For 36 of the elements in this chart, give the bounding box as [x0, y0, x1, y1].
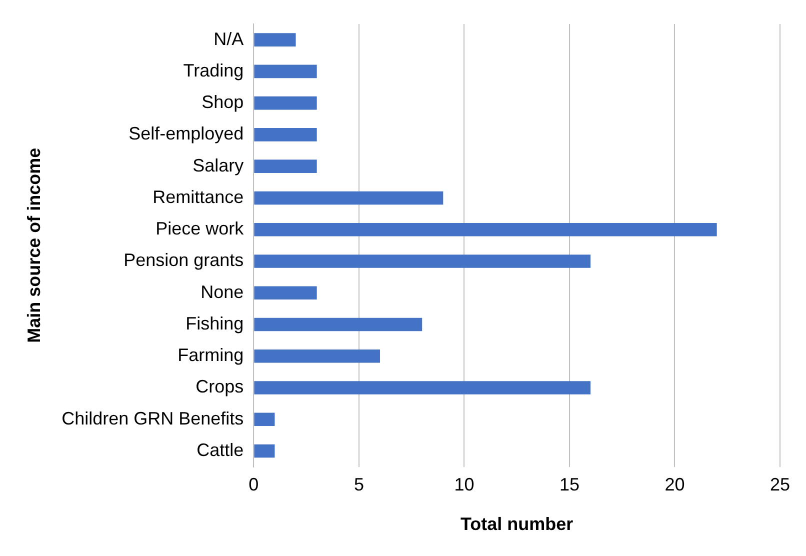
- y-tick-label: Salary: [192, 155, 244, 176]
- y-tick-label: Fishing: [186, 313, 244, 334]
- bar: [254, 222, 717, 236]
- y-tick-label: Cattle: [196, 440, 244, 460]
- y-tick-label: Pension grants: [124, 250, 244, 270]
- x-tick-label: 20: [664, 474, 685, 495]
- bar: [254, 96, 317, 110]
- bar: [254, 64, 317, 78]
- x-tick-label: 10: [454, 474, 474, 495]
- y-tick-label: Trading: [183, 60, 244, 80]
- bar: [254, 128, 317, 142]
- bar: [254, 160, 317, 173]
- x-tick-label: 5: [354, 474, 364, 495]
- x-tick-label: 15: [559, 474, 580, 495]
- x-axis-title: Total number: [460, 514, 574, 534]
- y-tick-label: N/A: [214, 28, 244, 49]
- x-tick-label: 25: [770, 474, 790, 495]
- bar: [254, 254, 591, 268]
- bar: [254, 412, 275, 426]
- bar: [254, 286, 317, 300]
- y-tick-label: Children GRN Benefits: [62, 408, 244, 428]
- y-tick-label: Remittance: [152, 186, 244, 207]
- y-axis-title: Main source of income: [24, 148, 44, 343]
- y-tick-label: Crops: [196, 376, 244, 397]
- y-tick-label: Self-employed: [128, 124, 244, 144]
- y-tick-label: None: [200, 282, 244, 302]
- bar: [254, 33, 296, 46]
- y-tick-label: Piece work: [156, 218, 245, 239]
- bar: [254, 349, 380, 363]
- bar: [254, 318, 422, 332]
- y-tick-label: Shop: [202, 92, 244, 112]
- bar: [254, 444, 275, 458]
- bar: [254, 191, 444, 205]
- x-tick-label: 0: [248, 474, 259, 495]
- bar: [254, 381, 591, 394]
- y-tick-label: Farming: [178, 345, 244, 366]
